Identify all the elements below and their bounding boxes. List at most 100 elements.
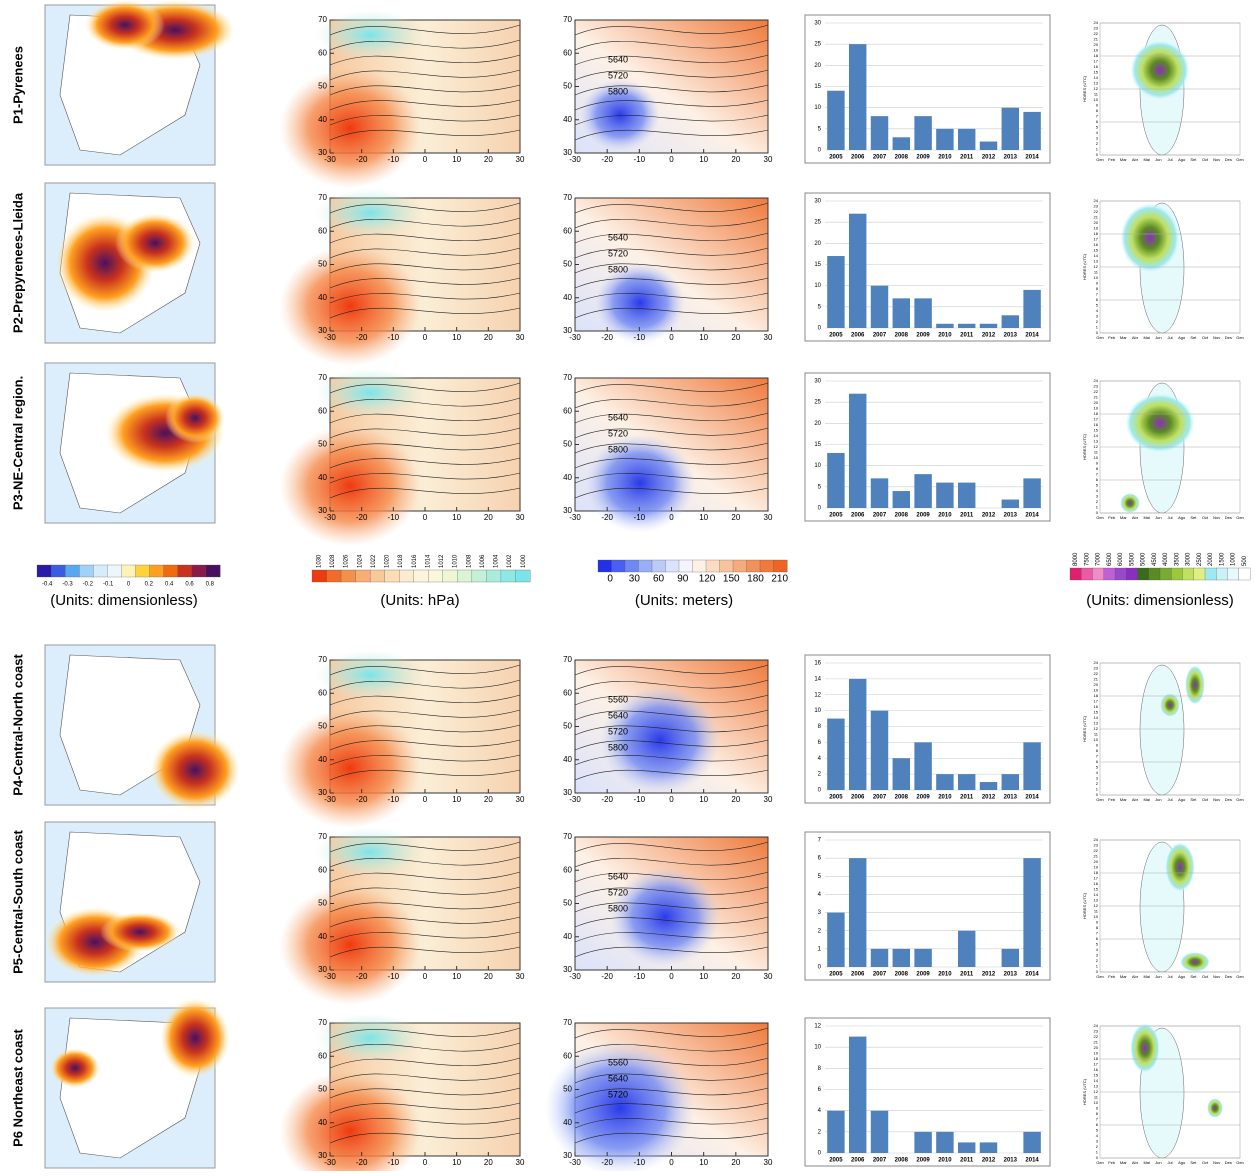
y-tick-label: 50: [563, 82, 572, 91]
colorbar-tick-label: 4000: [1163, 552, 1169, 566]
hour-label: 12: [1094, 264, 1099, 269]
bar: [827, 90, 845, 150]
contour-line: [329, 739, 521, 751]
y-tick-label: 8: [818, 1066, 822, 1072]
contour-line: [329, 262, 521, 274]
contour-line: [574, 1042, 769, 1054]
hour-label: 15: [1094, 710, 1099, 715]
colorbar-tick-label: 1004: [494, 554, 500, 568]
y-tick-label: 6: [818, 1087, 822, 1093]
colorbar-swatch: [732, 559, 747, 573]
colorbar-swatch: [773, 559, 788, 573]
high-pressure: [280, 1071, 420, 1176]
y-tick-label: 4: [818, 892, 822, 898]
hour-label: 22: [1094, 671, 1099, 676]
hour-label: 3: [1096, 314, 1099, 319]
anomaly-blob: [150, 730, 240, 810]
low-height: [585, 433, 695, 533]
bar: [936, 128, 954, 150]
month-label: Des: [1225, 797, 1232, 802]
y-tick-label: 30: [563, 506, 572, 515]
month-label: Mai: [1143, 515, 1150, 520]
hour-label: 1: [1096, 505, 1099, 510]
hour-label: 0: [1096, 1155, 1099, 1160]
hour-label: 24: [1094, 378, 1099, 383]
colorbar-tick-label: 6000: [1118, 552, 1124, 566]
contour-label: 5720: [608, 428, 628, 438]
bar: [848, 678, 867, 790]
hour-label: 19: [1094, 48, 1099, 53]
month-label: Set: [1190, 797, 1197, 802]
contour-line: [574, 916, 769, 928]
y-tick-label: 70: [318, 1018, 327, 1027]
x-tick-label: 2009: [916, 972, 930, 978]
month-label: Feb: [1108, 157, 1116, 162]
x-tick-label: 2006: [851, 1158, 865, 1164]
colorbar-tick-label: 1012: [439, 554, 445, 568]
contour-line: [574, 487, 769, 499]
x-tick-label: -20: [356, 972, 368, 981]
x-tick-label: -30: [324, 972, 336, 981]
colorbar-tick-label: 1002: [507, 554, 513, 568]
month-label: Gen: [1096, 1160, 1104, 1165]
month-label: Oct: [1202, 515, 1209, 520]
colorbar-swatch: [369, 569, 386, 583]
y-tick-label: 6: [818, 740, 822, 746]
hour-label: 4: [1096, 947, 1099, 952]
hour-label: 3: [1096, 494, 1099, 499]
hour-label: 3: [1096, 136, 1099, 141]
hour-label: 2: [1096, 958, 1099, 963]
contour-line: [574, 442, 769, 454]
month-label: Mai: [1143, 797, 1150, 802]
bar: [848, 1036, 867, 1153]
y-tick-label: 70: [563, 373, 572, 382]
bar: [1023, 1131, 1041, 1153]
x-tick-label: 2009: [916, 333, 930, 339]
month-label: Ago: [1178, 335, 1186, 340]
month-label: Des: [1225, 515, 1232, 520]
contour-line: [329, 1117, 521, 1129]
bar: [957, 774, 976, 790]
hovmoller-ylabel: HORES (UTC): [1082, 75, 1087, 102]
hour-label: 18: [1094, 411, 1099, 416]
y-tick-label: 30: [814, 379, 821, 385]
x-tick-label: -20: [601, 1158, 613, 1167]
hour-label: 8: [1096, 1111, 1099, 1116]
y-tick-label: 30: [318, 148, 327, 157]
high-pressure: [280, 246, 420, 366]
hour-label: 9: [1096, 743, 1099, 748]
x-tick-label: 2006: [851, 513, 865, 519]
hovmoller-band: [1139, 664, 1185, 796]
colorbar-tick-label: 1006: [480, 554, 486, 568]
x-tick-label: -20: [601, 972, 613, 981]
colorbar-tick-label: 1022: [371, 554, 377, 568]
x-tick-label: 2010: [938, 513, 952, 519]
x-tick-label: 30: [516, 795, 525, 804]
y-tick-label: 60: [563, 406, 572, 415]
y-tick-label: 60: [563, 226, 572, 235]
contour-label: 5720: [608, 70, 628, 80]
hovmoller-blob: [1130, 40, 1190, 100]
x-tick-label: -30: [324, 1158, 336, 1167]
low-pressure: [315, 827, 425, 877]
hour-label: 11: [1094, 909, 1099, 914]
x-tick-label: 0: [669, 972, 674, 981]
contour-line: [329, 871, 521, 883]
hour-label: 1: [1096, 964, 1099, 969]
x-tick-label: -20: [356, 155, 368, 164]
x-tick-label: 2009: [916, 795, 930, 801]
contour-line: [329, 1072, 521, 1084]
low-pressure: [315, 188, 425, 238]
colorbar-tick-label: 2000: [1208, 552, 1214, 566]
y-tick-label: 40: [563, 293, 572, 302]
y-tick-label: 60: [318, 406, 327, 415]
x-tick-label: 2011: [960, 1158, 974, 1164]
hour-label: 19: [1094, 406, 1099, 411]
colorbar-swatch: [428, 569, 444, 583]
colorbar-tick-label: -0.3: [62, 582, 73, 588]
x-tick-label: 20: [484, 795, 493, 804]
bar: [1001, 774, 1020, 790]
bar: [827, 718, 845, 790]
contour-line: [329, 84, 521, 96]
low-pressure: [315, 650, 425, 700]
